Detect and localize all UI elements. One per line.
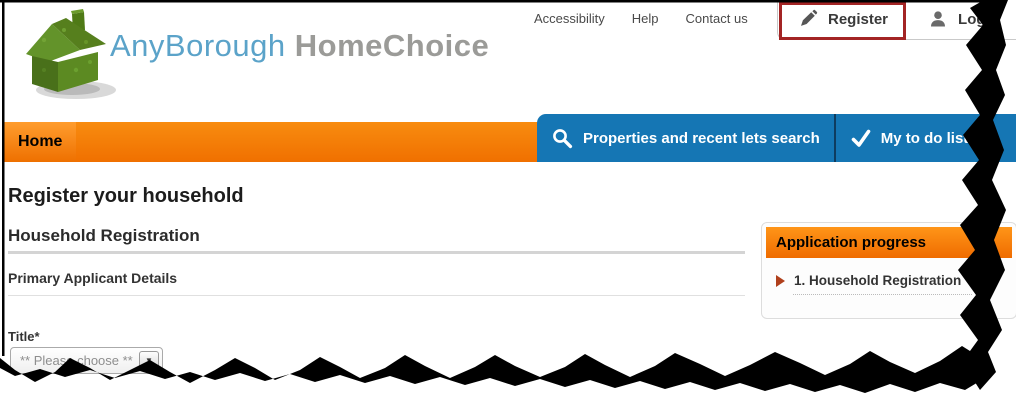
page-title: Register your household	[8, 185, 244, 207]
site-logo[interactable]: AnyBorough HomeChoice	[14, 2, 489, 102]
application-progress-title: Application progress	[776, 234, 927, 251]
brand-secondary: HomeChoice	[294, 28, 490, 63]
title-field-label: Title*	[8, 329, 40, 344]
brand-primary: AnyBorough	[110, 28, 286, 63]
todo-list-label: My to do list	[880, 129, 969, 147]
check-icon	[851, 129, 871, 147]
nav-tab-home[interactable]: Home	[3, 122, 76, 162]
section-title: Household Registration	[8, 226, 200, 245]
application-progress-panel: Application progress 1. Household Regist…	[761, 222, 1016, 319]
title-select[interactable]: ** Please choose ** ▼	[10, 347, 163, 374]
green-house-icon	[26, 9, 116, 99]
utility-nav: Accessibility Help Contact us	[534, 11, 748, 26]
nav-link-help[interactable]: Help	[631, 11, 659, 26]
subsection-title: Primary Applicant Details	[8, 270, 178, 286]
magnifier-icon	[553, 128, 573, 148]
nav-link-accessibility[interactable]: Accessibility	[534, 11, 605, 26]
register-label: Register	[828, 10, 889, 28]
right-arrow-icon	[776, 274, 785, 287]
nav-link-contact-us[interactable]: Contact us	[685, 11, 748, 26]
chevron-down-icon: ▼	[139, 350, 159, 371]
nav-divider	[833, 114, 836, 162]
home-label: Home	[18, 133, 63, 150]
login-label: Login	[958, 10, 999, 28]
secondary-nav-bar: Properties and recent lets search My to …	[537, 114, 1016, 162]
step-dotted-divider	[793, 294, 972, 295]
properties-search-label: Properties and recent lets search	[583, 129, 820, 147]
person-icon	[931, 11, 946, 27]
nav-item-properties-search[interactable]: Properties and recent lets search	[537, 114, 834, 162]
subsection-divider	[8, 295, 745, 296]
account-tabbar: Register Login	[777, 0, 1016, 40]
title-select-value: ** Please choose **	[20, 353, 133, 368]
pencil-icon	[801, 9, 818, 26]
register-button[interactable]: Register	[778, 0, 908, 39]
login-button[interactable]: Login	[908, 0, 1016, 39]
section-divider	[8, 251, 745, 254]
brand-name: AnyBorough HomeChoice	[110, 28, 489, 64]
nav-item-todo-list[interactable]: My to do list	[836, 114, 983, 162]
progress-step-label: 1. Household Registration	[794, 273, 962, 288]
application-progress-header: Application progress	[766, 227, 1012, 258]
progress-step-household-registration[interactable]: 1. Household Registration	[776, 273, 1012, 288]
